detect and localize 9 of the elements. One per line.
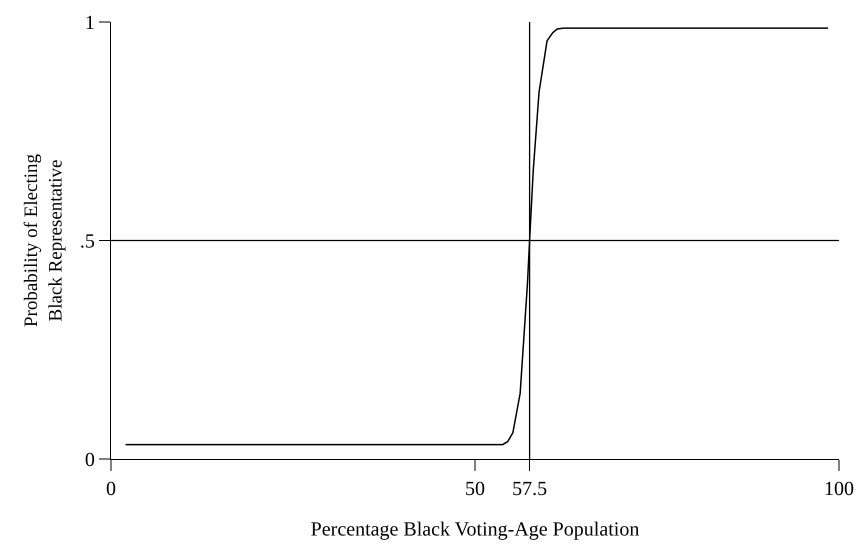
x-tick-label: 50: [465, 478, 485, 500]
y-tick-label: 1: [84, 12, 95, 34]
y-axis-title: Probability of Electing Black Representative: [21, 153, 67, 328]
x-tick-label: 57.5: [512, 478, 548, 500]
x-axis-title: Percentage Black Voting-Age Population: [310, 518, 640, 541]
y-tick-label: 0: [84, 449, 95, 471]
x-tick-label: 0: [106, 478, 116, 500]
y-tick-label: .5: [80, 230, 95, 252]
x-tick-label: 100: [824, 478, 854, 500]
